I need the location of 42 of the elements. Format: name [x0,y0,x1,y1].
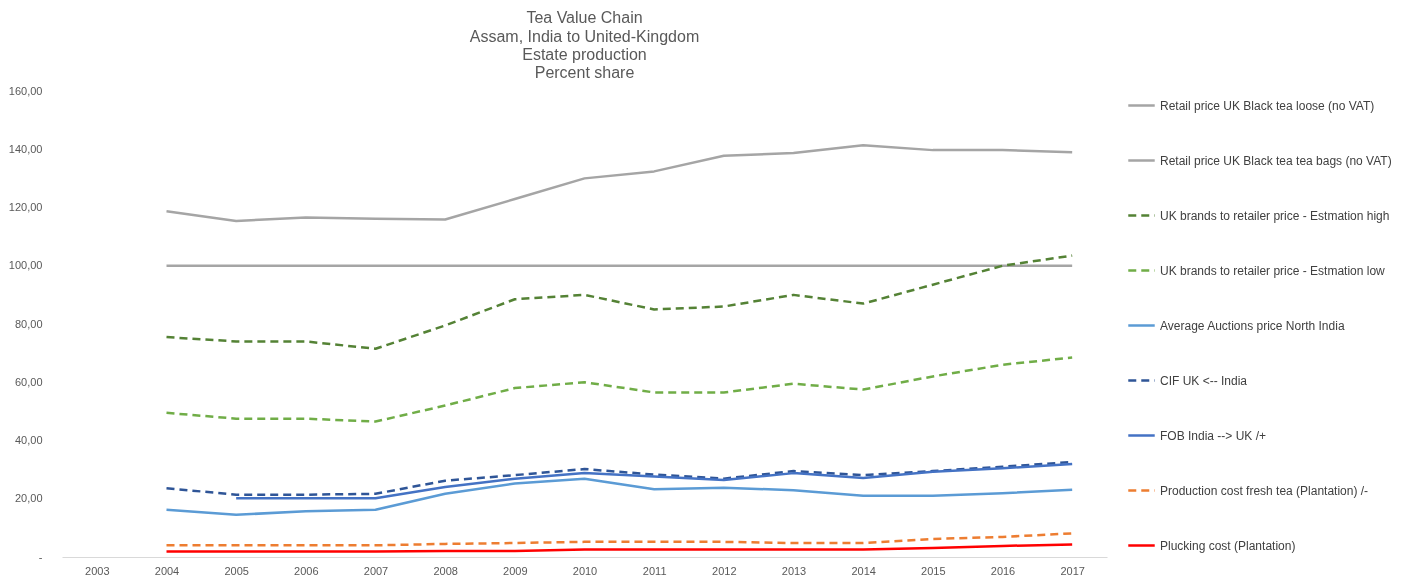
y-tick-label: 40,00 [14,434,43,446]
legend-label: FOB India --> UK /+ [1160,428,1267,443]
x-tick-label: 2004 [154,564,180,577]
y-tick-label: 80,00 [14,317,43,330]
legend-label: CIF UK <-- India [1160,373,1248,388]
line-series [165,532,1074,547]
x-tick-label: 2011 [642,564,667,577]
y-tick-label: 120,00 [8,201,43,213]
x-tick-label: 2016 [990,564,1016,577]
legend-label: Plucking cost (Plantation) [1160,538,1296,553]
line-series [165,543,1074,553]
x-tick-label: 2010 [572,564,598,577]
y-tick-label: - [38,550,43,563]
legend-label: Average Auctions price North India [1160,318,1345,333]
line-series [165,254,1074,351]
x-tick-label: 2003 [85,564,110,577]
line-series [234,462,1074,500]
chart-title: Tea Value Chain [526,9,643,26]
x-tick-label: 2009 [503,564,528,577]
line-series [165,356,1074,423]
x-tick-label: 2008 [433,564,458,577]
x-tick-label: 2015 [921,564,946,577]
y-tick-label: 20,00 [14,492,43,505]
y-tick-label: 160,00 [8,84,43,97]
x-tick-label: 2014 [851,564,876,577]
legend-label: UK brands to retailer price - Estmation high [1160,208,1390,223]
legend-label: Production cost fresh tea (Plantation) /- [1160,483,1369,498]
x-tick-label: 2006 [294,564,319,577]
y-tick-label: 140,00 [8,142,43,155]
line-series [165,143,1074,223]
legend-label: UK brands to retailer price - Estmation low [1160,263,1386,278]
x-tick-label: 2012 [712,564,737,577]
chart-subtitle: Assam, India to United-Kingdom Estate production Percent share [469,28,700,81]
x-tick-label: 2007 [363,564,389,577]
x-tick-label: 2005 [224,564,249,577]
legend-label: Retail price UK Black tea loose (no VAT) [1160,98,1375,113]
line-series [165,477,1074,517]
x-tick-label: 2013 [781,564,807,577]
y-tick-label: 60,00 [14,375,43,388]
y-tick-label: 100,00 [8,259,43,272]
legend-label: Retail price UK Black tea tea bags (no VAT) [1160,153,1392,168]
x-tick-label: 2017 [1060,564,1085,577]
